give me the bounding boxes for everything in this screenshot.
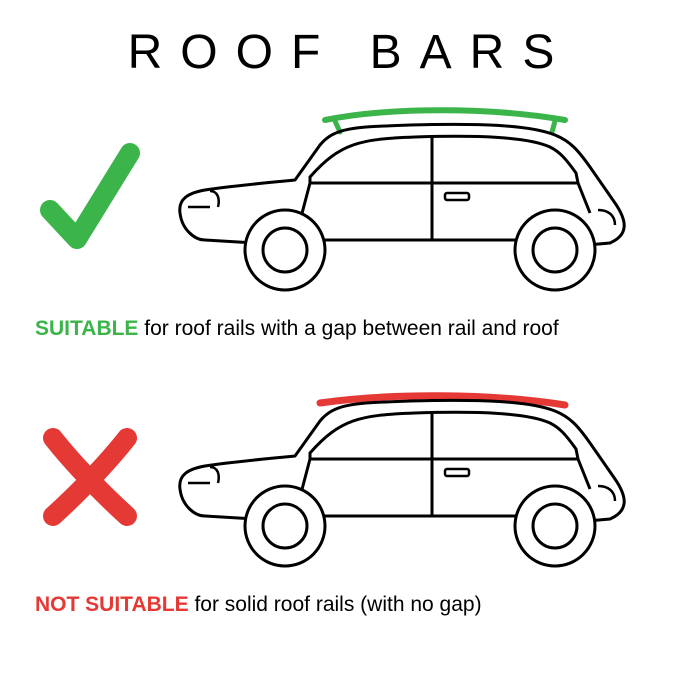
car-suitable [150, 95, 670, 305]
check-icon [35, 135, 145, 265]
page-title: ROOF BARS [0, 0, 700, 90]
caption-notsuitable-highlight: NOT SUITABLE [35, 593, 189, 616]
section-notsuitable [0, 371, 700, 581]
car-suitable-svg [160, 95, 660, 305]
caption-suitable-text: for roof rails with a gap between rail a… [138, 317, 558, 340]
caption-notsuitable: NOT SUITABLE for solid roof rails (with … [0, 581, 700, 617]
car-notsuitable [150, 371, 670, 581]
cross-icon-wrap [30, 406, 150, 546]
check-icon-wrap [30, 130, 150, 270]
cross-icon [35, 416, 145, 536]
caption-suitable-highlight: SUITABLE [35, 317, 138, 340]
car-notsuitable-svg [160, 371, 660, 581]
section-suitable [0, 95, 700, 305]
caption-suitable: SUITABLE for roof rails with a gap betwe… [0, 305, 700, 341]
caption-notsuitable-text: for solid roof rails (with no gap) [189, 593, 482, 616]
